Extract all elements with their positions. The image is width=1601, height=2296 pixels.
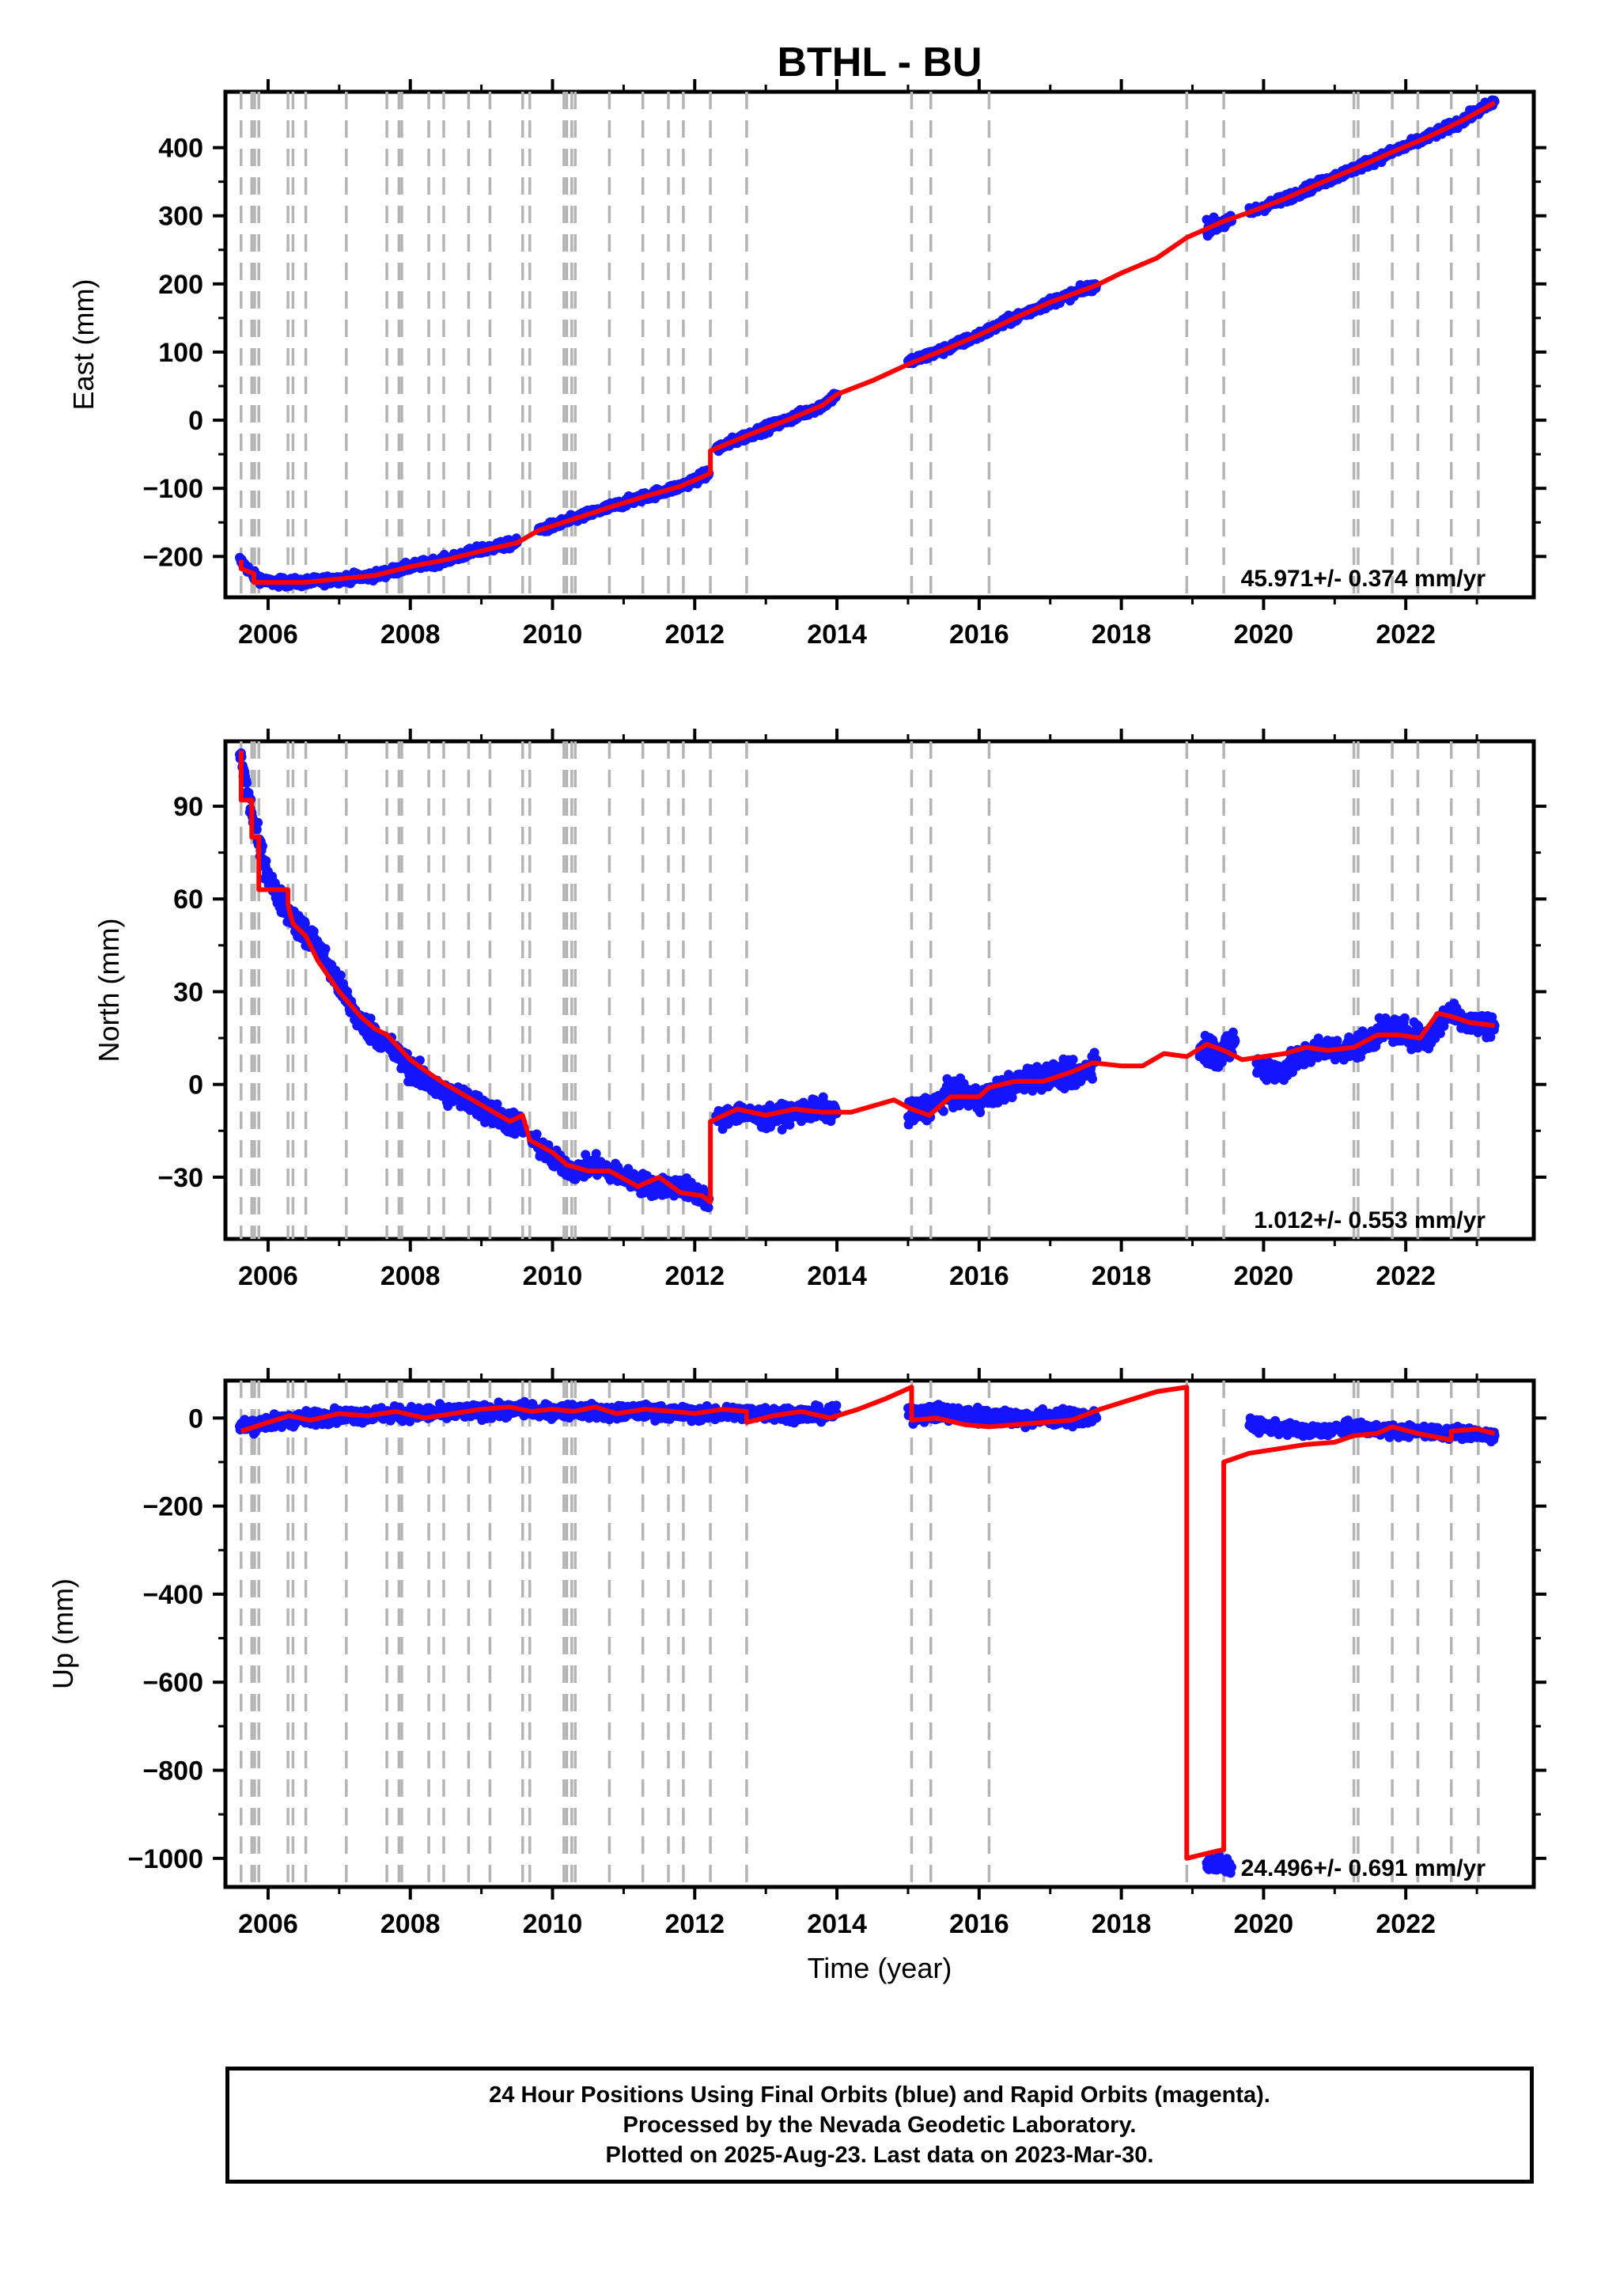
- data-point: [938, 1106, 948, 1116]
- data-point: [703, 1203, 713, 1213]
- x-tick-label: 2022: [1376, 619, 1436, 650]
- plot-area: [235, 741, 1500, 1239]
- plot-frame: [223, 1378, 1536, 1889]
- panel-north: −30 0 30 60 90 2006 2008 2010 2012 2014 2016 2018 20…: [93, 729, 1546, 1291]
- y-tick-label: 200: [158, 270, 203, 300]
- rate-label: 45.971+/- 0.374 mm/yr: [1241, 566, 1486, 592]
- model-line-east: [238, 100, 1497, 585]
- data-point: [1332, 1036, 1342, 1046]
- data-point: [308, 926, 319, 937]
- data-point: [492, 1099, 502, 1109]
- panel-east: −200 −100 0 100 200 300 400 2006 2008 2010 2012 201…: [67, 79, 1546, 650]
- y-tick-label: −200: [142, 542, 203, 572]
- x-tick-label: 2012: [664, 1261, 725, 1291]
- x-tick-label: 2014: [807, 1261, 867, 1291]
- x-tick-label: 2014: [807, 619, 867, 650]
- data-point: [942, 1074, 952, 1084]
- x-tick-label: 2006: [238, 619, 298, 650]
- x-tick-label: 2018: [1092, 619, 1152, 650]
- y-axis-title: East (mm): [67, 279, 100, 411]
- data-point: [252, 824, 262, 835]
- x-tick-label: 2020: [1234, 1261, 1294, 1291]
- x-tick-label: 2012: [664, 619, 725, 650]
- plot-frame: [223, 739, 1536, 1241]
- data-point: [253, 817, 263, 828]
- x-tick-label: 2010: [523, 619, 583, 650]
- y-tick-label: −100: [142, 474, 203, 504]
- data-point: [1007, 1093, 1017, 1103]
- rate-label: 1.012+/- 0.553 mm/yr: [1254, 1207, 1486, 1233]
- x-tick-label: 2022: [1376, 1261, 1436, 1291]
- data-point: [242, 778, 252, 788]
- data-point: [1435, 1029, 1445, 1039]
- x-tick-label: 2006: [238, 1261, 298, 1291]
- y-tick-label: 300: [158, 202, 203, 232]
- data-point: [300, 919, 310, 929]
- data-point: [1414, 1021, 1424, 1032]
- data-point: [1230, 1036, 1240, 1046]
- y-tick-label: −30: [157, 1163, 203, 1193]
- y-axis-title: North (mm): [93, 919, 125, 1063]
- data-point: [1439, 1021, 1449, 1031]
- y-tick-label: 0: [188, 1070, 203, 1101]
- model-line-north: [238, 750, 1495, 1205]
- y-tick-label: 400: [158, 134, 203, 164]
- x-tick-label: 2010: [523, 1261, 583, 1291]
- y-tick-label: 60: [173, 885, 203, 915]
- data-point: [1486, 1032, 1496, 1042]
- chart-title: BTHL - BU: [777, 40, 982, 85]
- data-point: [591, 1149, 601, 1159]
- data-point: [320, 944, 331, 954]
- y-tick-label: 100: [158, 338, 203, 368]
- data-point: [261, 856, 271, 866]
- data-point: [532, 1129, 542, 1139]
- y-tick-label: 90: [173, 792, 203, 822]
- data-point: [1088, 1074, 1097, 1084]
- data-point: [335, 970, 346, 980]
- data-point: [975, 1108, 986, 1117]
- data-point: [1068, 1055, 1078, 1065]
- x-tick-label: 2008: [380, 1261, 441, 1291]
- x-tick-label: 2008: [380, 619, 441, 650]
- x-tick-label: 2016: [949, 1261, 1009, 1291]
- x-tick-label: 2016: [949, 619, 1009, 650]
- plot-area: [235, 1381, 1500, 1887]
- data-point: [1399, 1013, 1410, 1023]
- data-point: [1217, 1057, 1227, 1067]
- data-point: [1028, 1085, 1038, 1096]
- plot-frame: [223, 89, 1536, 600]
- x-tick-label: 2020: [1234, 619, 1294, 650]
- y-tick-label: 30: [173, 977, 203, 1007]
- x-tick-label: 2018: [1092, 1261, 1152, 1291]
- plot-area: [235, 92, 1500, 597]
- y-tick-label: 0: [188, 406, 203, 436]
